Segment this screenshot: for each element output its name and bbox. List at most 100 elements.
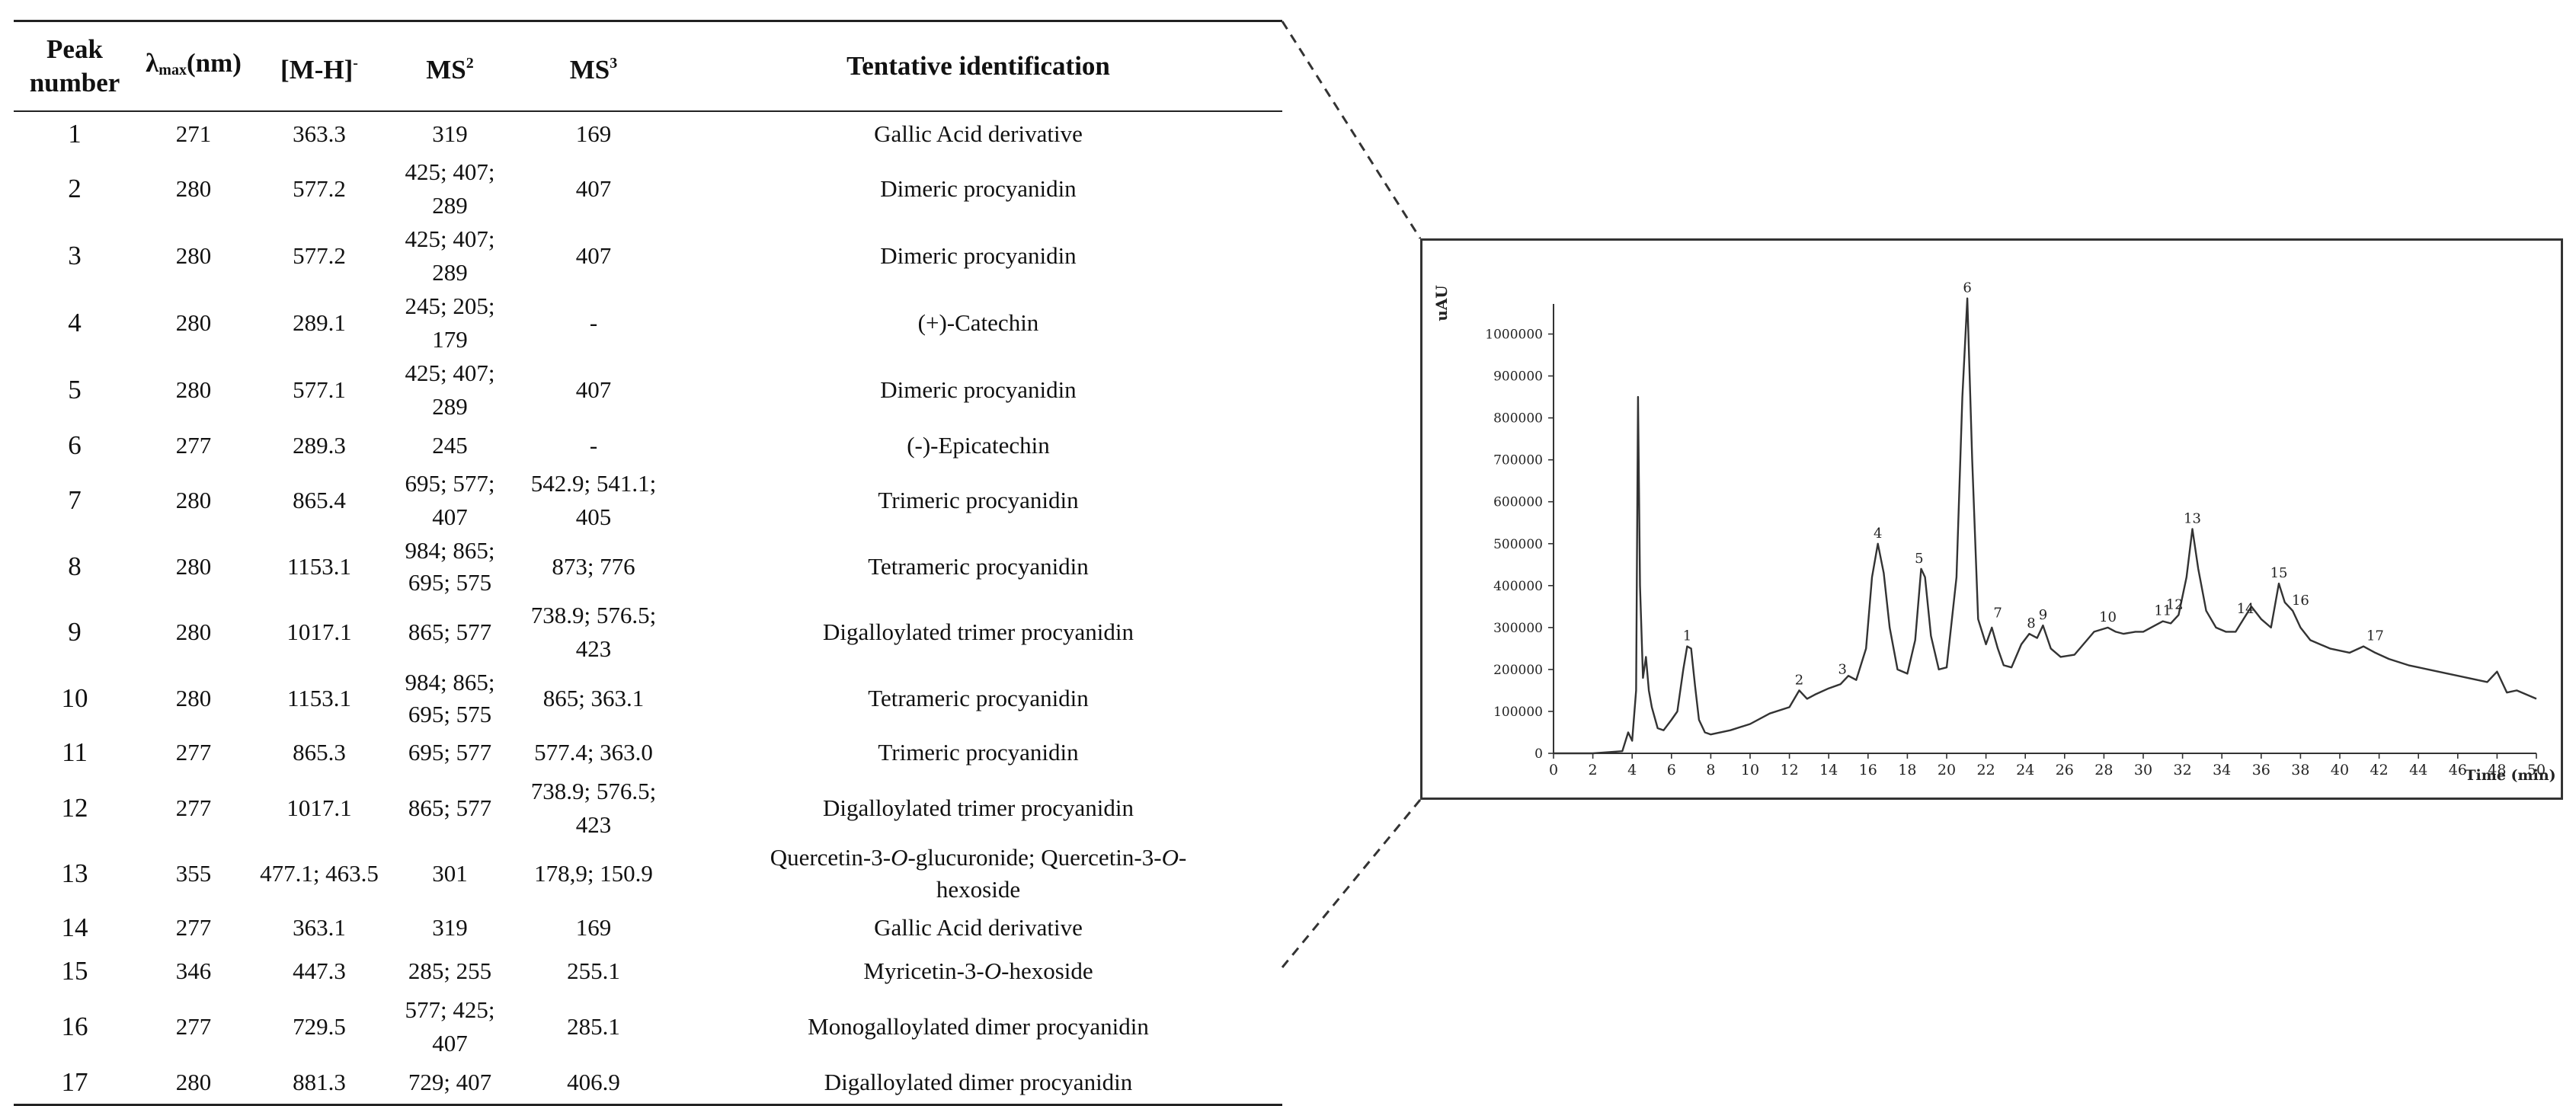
cell-ms3: 407 <box>575 376 612 404</box>
cell-mh: 1153.1 <box>286 552 352 580</box>
x-tick-label: 40 <box>2331 762 2349 778</box>
cell-mh: 865.3 <box>293 738 346 766</box>
cell-lambda: 277 <box>175 794 212 821</box>
cell-lambda: 271 <box>175 120 212 147</box>
id-part-b-italic: O <box>1161 844 1179 871</box>
peak-label: 17 <box>2366 628 2384 644</box>
cell-lambda: 346 <box>175 957 212 985</box>
cell-ms2: 425; 407; 289 <box>405 360 495 420</box>
cell-ms3: 542.9; 541.1; 405 <box>530 470 657 531</box>
cell-lambda: 280 <box>175 1068 212 1095</box>
header-ms3: MS3 <box>513 21 674 112</box>
peak-label: 7 <box>1993 605 2002 621</box>
cell-ms2: 729; 407 <box>408 1068 492 1095</box>
cell-lambda: 280 <box>175 552 212 580</box>
cell-peak: 4 <box>68 308 82 338</box>
cell-ms2: 301 <box>432 860 468 887</box>
y-tick-label: 300000 <box>1493 621 1543 636</box>
chart-ticks: 0 2 4 6 8 10 12 14 16 18 20 22 24 26 28 30 32 34 36 38 40 42 4… <box>1485 328 2546 778</box>
cell-lambda: 277 <box>175 1012 212 1040</box>
id-part-a-italic: O <box>891 844 908 871</box>
x-tick-label: 30 <box>2134 762 2152 778</box>
cell-identification: Tetrameric procyanidin <box>868 684 1089 711</box>
header-peak-number: Peak number <box>29 34 120 97</box>
cell-identification: Digalloylated dimer procyanidin <box>824 1068 1133 1095</box>
y-tick-label: 800000 <box>1493 411 1543 427</box>
cell-identification: Dimeric procyanidin <box>880 175 1077 203</box>
table-row: 1 271 363.3 319 169 Gallic Acid derivative <box>14 111 1282 155</box>
cell-ms3: - <box>589 309 598 337</box>
cell-mh: 865.4 <box>293 487 346 514</box>
header-row: Peak number λmax(nm) [M-H]- MS2 MS3 Tent… <box>14 21 1282 112</box>
cell-mh: 729.5 <box>293 1012 346 1040</box>
chromatogram-chart: 0 2 4 6 8 10 12 14 16 18 20 22 24 26 28 30 32 34 36 38 40 42 4… <box>1432 280 2556 784</box>
x-tick-label: 36 <box>2252 762 2270 778</box>
cell-ms3: 169 <box>575 914 612 941</box>
header-m-h: [M-H]- <box>251 21 387 112</box>
cell-mh: 363.1 <box>293 914 346 941</box>
cell-ms3: 285.1 <box>567 1012 620 1040</box>
id-line-2: hexoside <box>936 876 1021 903</box>
cell-peak: 7 <box>68 485 82 516</box>
cell-lambda: 280 <box>175 487 212 514</box>
cell-peak: 8 <box>68 551 82 581</box>
x-tick-label: 12 <box>1781 762 1799 778</box>
cell-ms3: 406.9 <box>567 1068 620 1095</box>
cell-ms2: 319 <box>432 914 468 941</box>
cell-peak: 5 <box>68 375 82 405</box>
table-header: Peak number λmax(nm) [M-H]- MS2 MS3 Tent… <box>14 21 1282 112</box>
connector-line-top <box>1281 21 1422 239</box>
x-tick-label: 14 <box>1819 762 1838 778</box>
cell-lambda: 280 <box>175 684 212 711</box>
cell-mh: 881.3 <box>293 1068 346 1095</box>
x-tick-label: 48 <box>2488 762 2506 778</box>
ms3-superscript: 3 <box>610 54 618 72</box>
chromatogram-trace <box>1554 297 2537 755</box>
cell-ms3: 738.9; 576.5; 423 <box>530 777 657 838</box>
cell-identification: Monogalloylated dimer procyanidin <box>808 1012 1149 1040</box>
y-tick-label: 500000 <box>1493 537 1543 552</box>
cell-ms3: 577.4; 363.0 <box>534 738 653 766</box>
cell-ms3: 407 <box>575 175 612 203</box>
cell-ms3: 865; 363.1 <box>542 684 645 711</box>
id-part-a: Myricetin-3- <box>863 957 984 985</box>
cell-ms2: 425; 407; 289 <box>405 225 495 286</box>
table-row: 4 280 289.1 245; 205; 179 - (+)-Catechin <box>14 289 1282 356</box>
x-tick-label: 0 <box>1549 762 1558 778</box>
cell-ms2: 865; 577 <box>408 794 492 821</box>
cell-lambda: 280 <box>175 376 212 404</box>
cell-ms3: 873; 776 <box>552 552 635 580</box>
x-tick-label: 10 <box>1741 762 1759 778</box>
x-tick-label: 28 <box>2094 762 2113 778</box>
peak-label: 11 <box>2154 603 2171 619</box>
cell-identification: Trimeric procyanidin <box>878 738 1079 766</box>
cell-mh: 477.1; 463.5 <box>260 860 379 887</box>
x-tick-label: 4 <box>1627 762 1637 778</box>
x-tick-label: 42 <box>2370 762 2389 778</box>
id-part-a-italic: O <box>984 957 1002 985</box>
header-ms2: MS2 <box>387 21 513 112</box>
x-tick-label: 32 <box>2174 762 2192 778</box>
table-row: 5 280 577.1 425; 407; 289 407 Dimeric procyan… <box>14 356 1282 424</box>
cell-mh: 1017.1 <box>286 794 352 821</box>
peak-label: 15 <box>2270 565 2288 581</box>
cell-lambda: 280 <box>175 175 212 203</box>
table-row: 10 280 1153.1 984; 865; 695; 575 865; 363.1 T… <box>14 666 1282 730</box>
cell-ms2: 984; 865; 695; 575 <box>405 536 495 596</box>
y-tick-label: 900000 <box>1493 369 1543 385</box>
cell-identification: Digalloylated trimer procyanidin <box>822 619 1134 646</box>
cell-ms2: 865; 577 <box>408 619 492 646</box>
id-part-c: - <box>1178 844 1187 871</box>
y-tick-label: 0 <box>1534 746 1543 762</box>
table-row: 6 277 289.3 245 - (-)-Epicatechin <box>14 424 1282 467</box>
cell-ms2: 984; 865; 695; 575 <box>405 668 495 727</box>
y-tick-label: 200000 <box>1493 663 1543 678</box>
peak-label: 14 <box>2237 601 2254 617</box>
cell-peak: 3 <box>68 241 82 271</box>
cell-ms3: 738.9; 576.5; 423 <box>530 602 657 663</box>
lambda-symbol: λ <box>146 47 159 78</box>
cell-identification: (+)-Catechin <box>917 309 1039 337</box>
cell-ms2: 695; 577; 407 <box>405 470 495 531</box>
